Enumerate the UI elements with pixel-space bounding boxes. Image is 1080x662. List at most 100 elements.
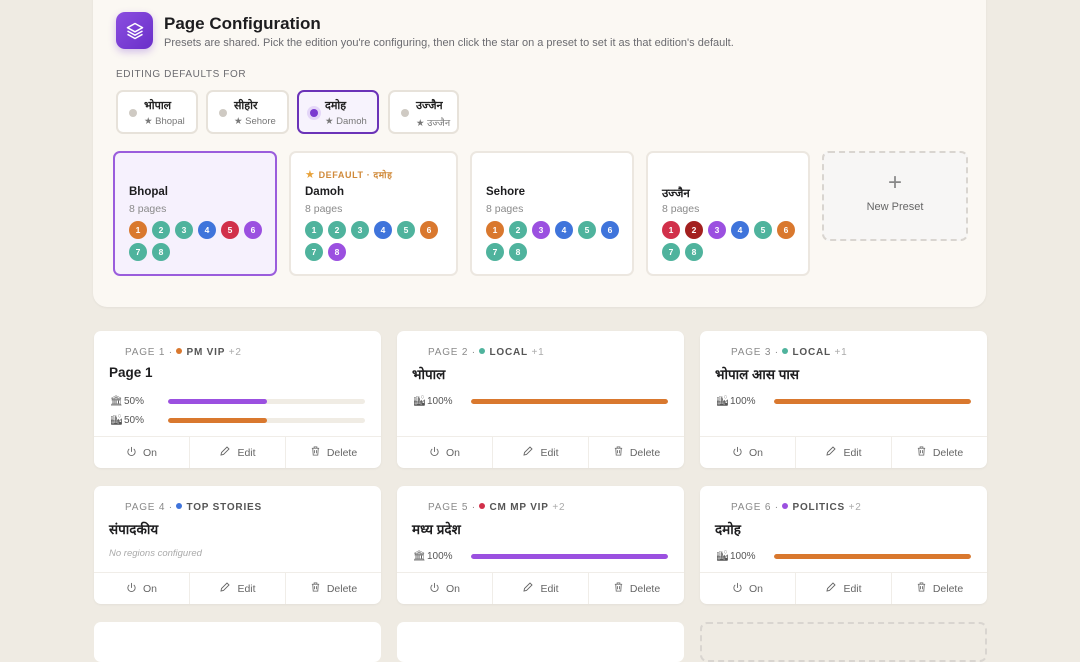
new-preset-button[interactable]: + New Preset <box>822 151 968 241</box>
toggle-on-button[interactable]: On <box>700 573 795 604</box>
on-label: On <box>142 582 157 595</box>
preset-name: Damoh <box>305 186 344 198</box>
page-badge: 5 <box>397 221 415 239</box>
toggle-on-button[interactable]: On <box>94 573 189 604</box>
edition-pill[interactable]: सीहोर ★ Sehore <box>206 90 289 134</box>
edition-pill[interactable]: भोपाल ★ Bhopal <box>116 90 198 134</box>
toggle-on-button[interactable]: On <box>397 573 492 604</box>
region-row: 🏙 100% <box>716 392 971 411</box>
pencil-icon <box>219 581 231 596</box>
edition-name: उज्जैन <box>416 100 443 112</box>
layers-icon <box>116 12 153 49</box>
edit-label: Edit <box>540 446 559 459</box>
toggle-on-button[interactable]: On <box>94 437 189 468</box>
trash-icon <box>916 445 927 460</box>
region-percent: 100% <box>427 551 453 562</box>
page-badge: 8 <box>685 243 703 261</box>
page-badge: 2 <box>152 221 170 239</box>
editions-label: EDITING DEFAULTS FOR <box>116 69 247 80</box>
delete-label: Delete <box>326 446 358 459</box>
page-badge: 1 <box>662 221 680 239</box>
delete-button[interactable]: Delete <box>285 437 381 468</box>
page-badge: 4 <box>198 221 216 239</box>
page-badge: 5 <box>221 221 239 239</box>
delete-button[interactable]: Delete <box>891 573 987 604</box>
page-badge: 1 <box>486 221 504 239</box>
edit-label: Edit <box>237 582 256 595</box>
edit-button[interactable]: Edit <box>189 573 285 604</box>
page-badge: 2 <box>685 221 703 239</box>
empty-regions: No regions configured <box>109 548 202 559</box>
trash-icon <box>310 445 321 460</box>
region-progress <box>168 399 365 404</box>
page-badge: 3 <box>708 221 726 239</box>
page-badge: 6 <box>420 221 438 239</box>
region-progress <box>471 554 668 559</box>
add-page-button[interactable] <box>700 622 987 662</box>
edit-button[interactable]: Edit <box>492 573 588 604</box>
pencil-icon <box>219 445 231 460</box>
more-categories: +2 <box>552 502 566 513</box>
plus-icon: + <box>887 169 902 196</box>
page-subtitle: Presets are shared. Pick the edition you… <box>164 37 734 49</box>
region-row: 🏛 50% <box>110 392 365 411</box>
page-card: PAGE 1 · PM VIP +2 Page 1 🏛 50% 🏙 50% On Edi… <box>94 331 381 468</box>
page-category: PM VIP <box>186 347 226 358</box>
radio-dot <box>310 109 318 117</box>
on-label: On <box>748 446 763 459</box>
preset-count: 8 pages <box>486 203 524 215</box>
page-badge: 6 <box>244 221 262 239</box>
page-card <box>397 622 684 662</box>
edition-pill[interactable]: उज्जैन ★ उज्जैन <box>388 90 459 134</box>
delete-button[interactable]: Delete <box>285 573 381 604</box>
delete-button[interactable]: Delete <box>891 437 987 468</box>
page-card-title: Page 1 <box>109 365 153 380</box>
preset-card[interactable]: ★ DEFAULT · दमोह Damoh 8 pages 1 2 3 4 5 6 7 8 <box>289 151 458 276</box>
preset-card[interactable]: Bhopal 8 pages 1 2 3 4 5 6 7 8 <box>113 151 277 276</box>
pencil-icon <box>825 445 837 460</box>
edit-label: Edit <box>540 582 559 595</box>
preset-name: उज्जैन <box>662 188 690 200</box>
page-badge: 8 <box>152 243 170 261</box>
region-percent: 100% <box>427 396 453 407</box>
page-number: PAGE 3 <box>731 347 772 358</box>
power-icon <box>429 446 440 460</box>
edition-name: दमोह <box>325 100 347 112</box>
delete-label: Delete <box>629 582 661 595</box>
page-badge: 7 <box>305 243 323 261</box>
toggle-on-button[interactable]: On <box>700 437 795 468</box>
page-card-title: मध्य प्रदेश <box>412 522 461 537</box>
region-percent: 100% <box>730 551 756 562</box>
region-row: 🏙 100% <box>413 392 668 411</box>
default-badge: DEFAULT · दमोह <box>318 170 393 180</box>
page-badge: 1 <box>305 221 323 239</box>
edit-button[interactable]: Edit <box>492 437 588 468</box>
region-icon: 🏛 <box>413 551 426 562</box>
page-card: PAGE 3 · LOCAL +1 भोपाल आस पास 🏙 100% On E… <box>700 331 987 468</box>
page-badge: 3 <box>351 221 369 239</box>
preset-card[interactable]: उज्जैन 8 pages 1 2 3 4 5 6 7 8 <box>646 151 810 276</box>
delete-label: Delete <box>932 582 964 595</box>
page-card-title: संपादकीय <box>109 522 159 537</box>
trash-icon <box>613 581 624 596</box>
page-category: LOCAL <box>489 347 528 358</box>
preset-name: Sehore <box>486 186 525 198</box>
delete-button[interactable]: Delete <box>588 437 684 468</box>
region-percent: 50% <box>124 396 145 407</box>
on-label: On <box>445 582 460 595</box>
power-icon <box>429 582 440 596</box>
delete-label: Delete <box>629 446 661 459</box>
edit-button[interactable]: Edit <box>795 437 891 468</box>
preset-card[interactable]: Sehore 8 pages 1 2 3 4 5 6 7 8 <box>470 151 634 276</box>
page-number: PAGE 5 <box>428 502 469 513</box>
edition-pill[interactable]: दमोह ★ Damoh <box>297 90 379 134</box>
region-icon: 🏙 <box>716 551 729 562</box>
delete-button[interactable]: Delete <box>588 573 684 604</box>
page-badge: 4 <box>731 221 749 239</box>
trash-icon <box>310 581 321 596</box>
page-badge: 8 <box>509 243 527 261</box>
edit-button[interactable]: Edit <box>795 573 891 604</box>
radio-dot <box>401 109 409 117</box>
edit-button[interactable]: Edit <box>189 437 285 468</box>
toggle-on-button[interactable]: On <box>397 437 492 468</box>
